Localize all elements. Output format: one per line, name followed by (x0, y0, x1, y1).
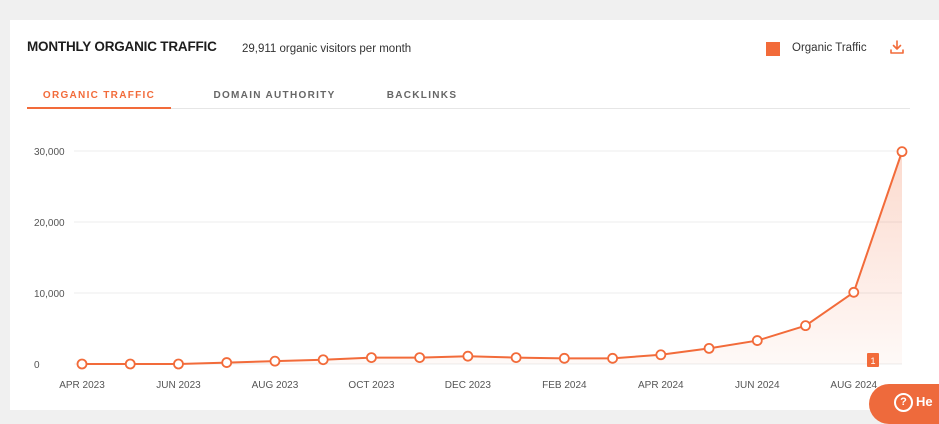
data-point (124, 358, 136, 370)
marker-badge (867, 353, 879, 367)
traffic-card: MONTHLY ORGANIC TRAFFIC 29,911 organic v… (10, 20, 939, 410)
data-point (510, 352, 522, 364)
data-point (317, 354, 329, 366)
help-label: He (916, 394, 933, 409)
x-tick-label: DEC 2023 (445, 380, 492, 391)
y-tick-label: 10,000 (34, 289, 65, 300)
series-line (82, 151, 903, 365)
x-tick-label: JUN 2024 (735, 380, 780, 391)
tab-domain-authority[interactable]: DOMAIN AUTHORITY (213, 90, 336, 101)
area-fill (82, 151, 902, 364)
data-point (848, 286, 860, 298)
tab-bar: ORGANIC TRAFFIC DOMAIN AUTHORITY BACKLIN… (27, 90, 910, 109)
card-subtitle: 29,911 organic visitors per month (242, 43, 412, 55)
y-tick-label: 0 (34, 360, 40, 371)
data-point (221, 357, 233, 368)
data-point (414, 352, 426, 364)
y-tick-label: 30,000 (34, 147, 65, 158)
data-point (703, 342, 715, 354)
x-tick-label: APR 2024 (638, 380, 684, 391)
x-tick-label: OCT 2023 (348, 380, 394, 391)
download-icon[interactable] (889, 39, 905, 55)
data-point (655, 349, 667, 361)
x-tick-label: FEB 2024 (542, 380, 587, 391)
x-tick-label: JUN 2023 (156, 380, 201, 391)
legend-swatch (766, 42, 780, 56)
y-tick-label: 20,000 (34, 218, 65, 229)
data-point (366, 352, 377, 364)
card-header: MONTHLY ORGANIC TRAFFIC 29,911 organic v… (10, 20, 939, 80)
data-point (558, 352, 570, 364)
data-point (462, 350, 474, 362)
data-point (751, 335, 763, 346)
marker-badge-label: 1 (870, 356, 875, 366)
x-tick-label: AUG 2023 (252, 380, 299, 391)
tab-organic-traffic[interactable]: ORGANIC TRAFFIC (27, 90, 171, 109)
card-title: MONTHLY ORGANIC TRAFFIC (27, 39, 217, 54)
x-tick-label: AUG 2024 (830, 380, 877, 391)
help-button[interactable]: ? He (869, 384, 939, 424)
traffic-chart: 0 10,000 20,000 30,000 APR 2023 JUN 2023 AUG 2… (34, 146, 908, 391)
data-point (896, 146, 908, 158)
data-point (800, 320, 811, 332)
legend-label: Organic Traffic (792, 42, 867, 54)
x-tick-label: APR 2023 (59, 380, 105, 391)
data-point (76, 358, 88, 370)
data-point (269, 355, 281, 367)
question-icon: ? (894, 393, 913, 412)
data-point (173, 358, 184, 370)
data-point (607, 352, 618, 364)
tab-backlinks[interactable]: BACKLINKS (386, 90, 458, 101)
